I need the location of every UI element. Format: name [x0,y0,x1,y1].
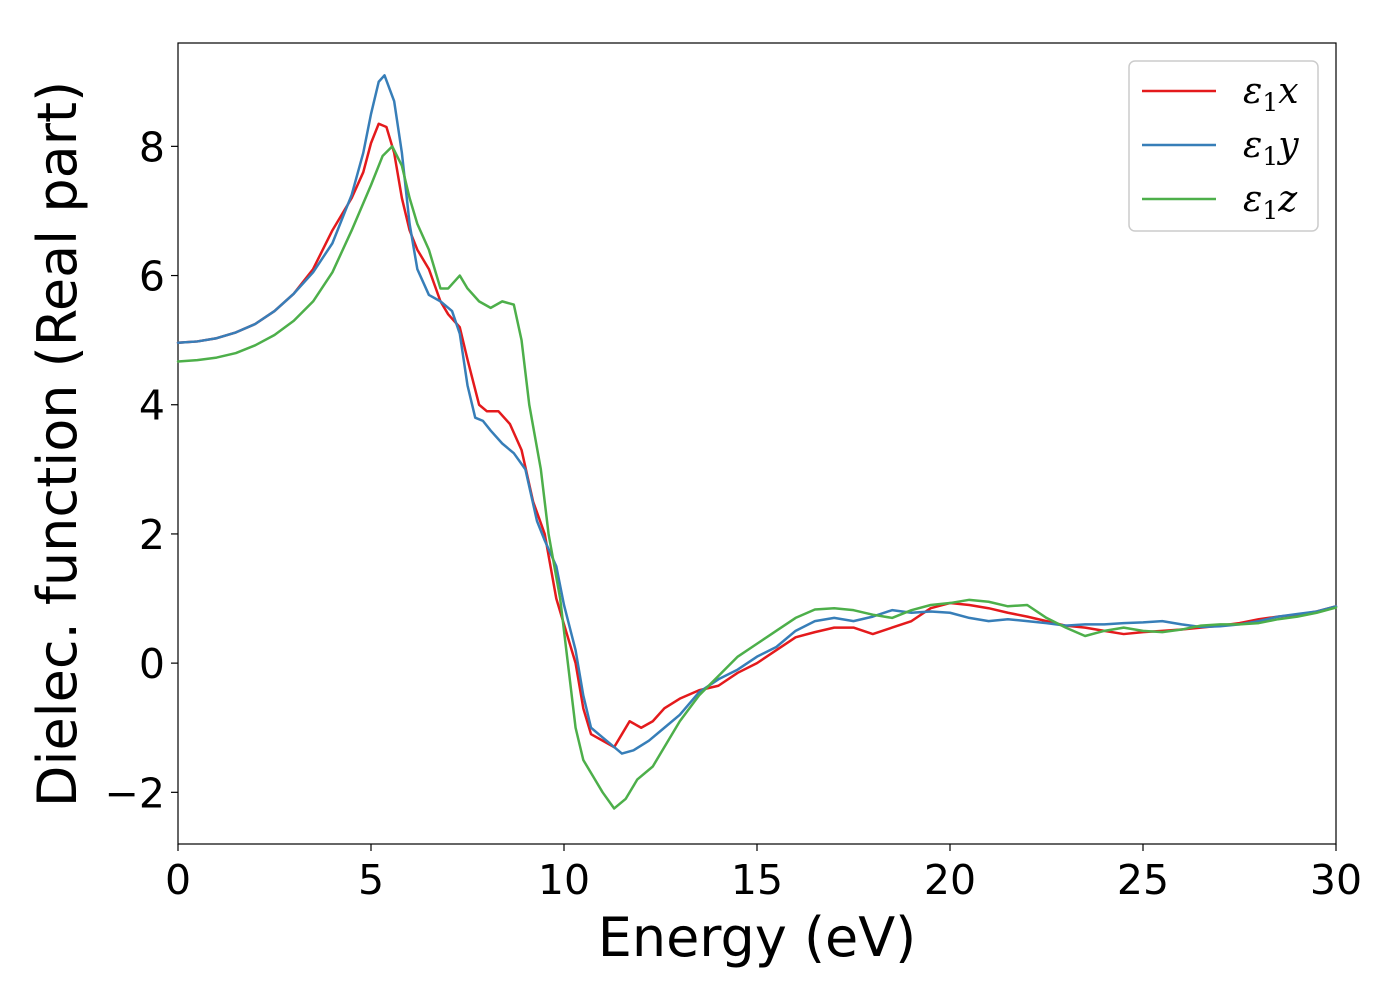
legend-label-y: ε1y [1243,125,1299,171]
x-tick-label: 0 [165,856,191,904]
series-line-y [176,74,1338,755]
x-tick-label: 10 [538,856,590,904]
x-tick-label: 5 [358,856,384,904]
x-tick-label: 30 [1310,856,1362,904]
y-tick-label: 0 [139,640,165,688]
y-ticks: −2 0 2 4 6 8 [105,123,178,817]
x-axis-title: Energy (eV) [598,906,917,969]
series-line-x [176,122,1338,749]
x-tick-label: 25 [1117,856,1169,904]
legend-box [1128,60,1319,232]
y-tick-label: −2 [105,769,165,817]
x-tick-label: 20 [924,856,976,904]
series-layer [176,74,1338,810]
y-tick-label: 2 [139,511,165,559]
y-tick-label: 6 [139,253,165,301]
x-ticks: 0 5 10 15 20 25 30 [165,844,1362,904]
y-tick-label: 4 [139,382,165,430]
y-tick-label: 8 [139,123,165,171]
legend-label-z: ε1z [1243,179,1298,225]
x-tick-label: 15 [731,856,783,904]
series-line-z [176,145,1338,810]
legend: ε1x ε1y ε1z [1128,60,1319,232]
legend-label-x: ε1x [1243,71,1299,117]
y-axis-title: Dielec. function (Real part) [26,81,89,807]
